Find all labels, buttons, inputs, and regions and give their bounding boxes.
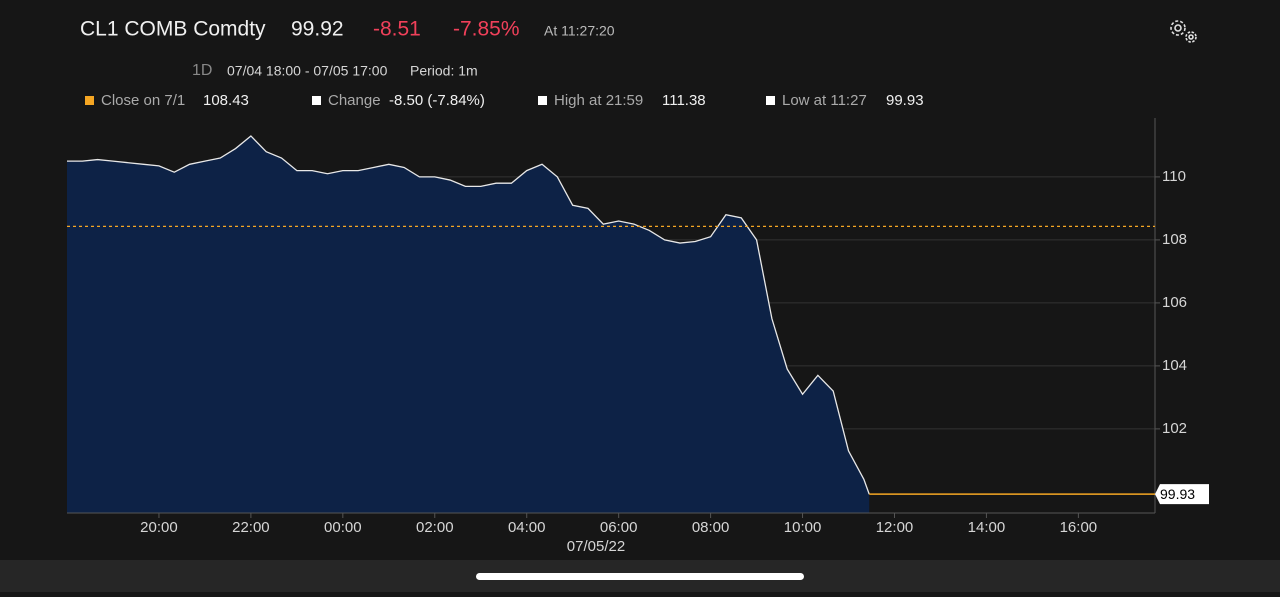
area bbox=[67, 135, 870, 514]
legend-label: Low at 11:27 bbox=[782, 92, 867, 109]
settings-icon[interactable] bbox=[1170, 20, 1197, 43]
legend-swatch bbox=[312, 96, 321, 105]
x-tick-label: 02:00 bbox=[416, 519, 454, 536]
price-tag bbox=[1155, 484, 1209, 505]
x-tick-label: 12:00 bbox=[876, 519, 914, 536]
home-indicator bbox=[476, 573, 804, 580]
change-pct: -7.85% bbox=[453, 18, 520, 41]
x-tick-label: 08:00 bbox=[692, 519, 730, 536]
x-tick-label: 22:00 bbox=[232, 519, 270, 536]
legend-label: High at 21:59 bbox=[554, 92, 643, 109]
legend-value: 108.43 bbox=[203, 92, 249, 109]
legend-swatch bbox=[85, 96, 94, 105]
x-date-label: 07/05/22 bbox=[567, 538, 625, 555]
x-tick-label: 16:00 bbox=[1060, 519, 1098, 536]
price: 99.92 bbox=[291, 18, 344, 41]
y-tick-label: 104 bbox=[1162, 357, 1187, 374]
legend-swatch bbox=[766, 96, 775, 105]
y-tick-label: 102 bbox=[1162, 420, 1187, 437]
legend-value: 99.93 bbox=[886, 92, 924, 109]
x-tick-label: 10:00 bbox=[784, 519, 822, 536]
legend-value: -8.50 (-7.84%) bbox=[389, 92, 485, 109]
period: Period: 1m bbox=[410, 63, 478, 79]
range: 07/04 18:00 - 07/05 17:00 bbox=[227, 63, 388, 79]
x-tick-label: 14:00 bbox=[968, 519, 1006, 536]
ticker: CL1 COMB Comdty bbox=[80, 18, 266, 41]
y-tick-label: 110 bbox=[1162, 168, 1186, 185]
x-tick-label: 20:00 bbox=[140, 519, 178, 536]
price-line bbox=[67, 135, 870, 495]
legend-value: 111.38 bbox=[662, 92, 706, 109]
x-tick-label: 06:00 bbox=[600, 519, 638, 536]
y-tick-label: 108 bbox=[1162, 231, 1187, 248]
change: -8.51 bbox=[373, 18, 421, 41]
x-tick-label: 04:00 bbox=[508, 519, 546, 536]
x-tick-label: 00:00 bbox=[324, 519, 362, 536]
legend-label: Change bbox=[328, 92, 381, 109]
range-button[interactable]: 1D bbox=[192, 62, 212, 79]
legend-label: Close on 7/1 bbox=[101, 92, 185, 109]
legend-swatch bbox=[538, 96, 547, 105]
time: At 11:27:20 bbox=[544, 23, 615, 39]
price-tag-label: 99.93 bbox=[1160, 486, 1195, 502]
y-tick-label: 106 bbox=[1162, 294, 1187, 311]
